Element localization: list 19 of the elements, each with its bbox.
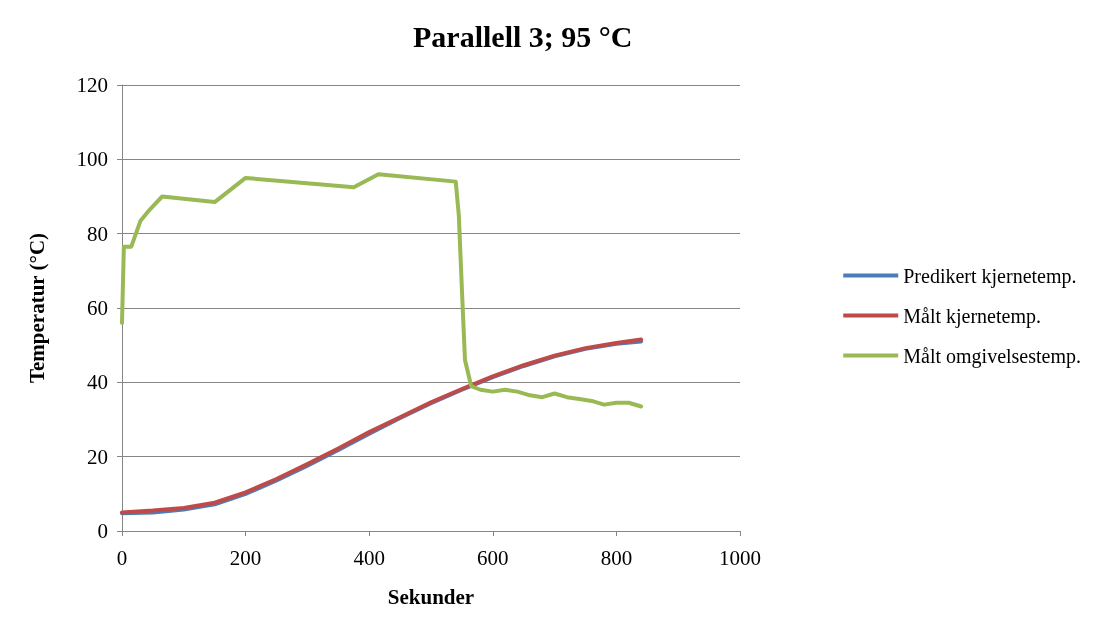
x-tick-label: 400 — [353, 545, 385, 570]
y-tick-label: 80 — [87, 221, 108, 246]
x-tick-label: 200 — [229, 545, 262, 570]
chart-title: Parallell 3; 95 °C — [413, 19, 633, 53]
legend-label: Predikert kjernetemp. — [903, 264, 1077, 288]
x-tick-label: 0 — [116, 545, 128, 570]
x-axis-title: Sekunder — [387, 584, 475, 609]
x-tick-label: 1000 — [719, 545, 761, 570]
y-tick-label: 60 — [87, 296, 108, 320]
y-tick-label: 0 — [97, 519, 108, 543]
x-tick-label: 800 — [600, 545, 633, 570]
x-tick-label: 600 — [477, 545, 509, 570]
y-tick-label: 120 — [76, 73, 108, 97]
legend-label: Målt kjernetemp. — [903, 304, 1041, 328]
legend-label: Målt omgivelsestemp. — [903, 344, 1082, 368]
y-axis-title: Temperatur (°C) — [24, 232, 49, 384]
y-tick-label: 40 — [87, 370, 108, 395]
y-tick-label: 100 — [76, 147, 108, 172]
y-tick-label: 20 — [87, 444, 108, 469]
